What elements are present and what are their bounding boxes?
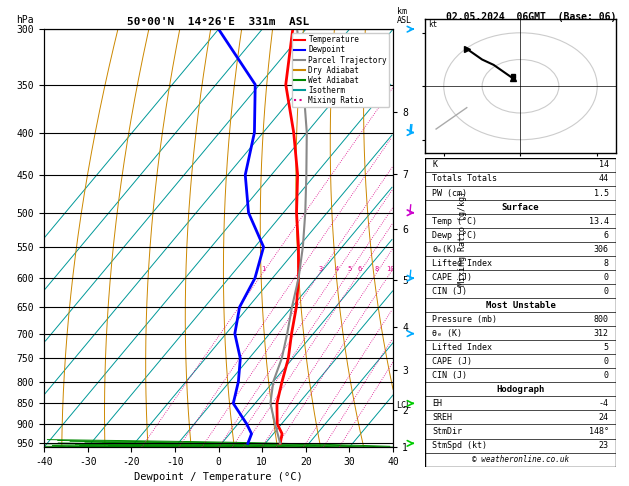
Text: CAPE (J): CAPE (J) xyxy=(432,273,472,282)
Text: Temp (°C): Temp (°C) xyxy=(432,217,477,226)
Text: Most Unstable: Most Unstable xyxy=(486,301,555,310)
Text: 1: 1 xyxy=(261,266,265,272)
Text: StmSpd (kt): StmSpd (kt) xyxy=(432,441,487,450)
Text: CAPE (J): CAPE (J) xyxy=(432,357,472,366)
Text: 800: 800 xyxy=(594,315,609,324)
Text: Lifted Index: Lifted Index xyxy=(432,343,493,352)
Text: 44: 44 xyxy=(599,174,609,184)
Text: 148°: 148° xyxy=(589,427,609,436)
Text: SREH: SREH xyxy=(432,413,452,422)
Text: 24: 24 xyxy=(599,413,609,422)
Text: LCL: LCL xyxy=(397,401,411,410)
Text: Dewp (°C): Dewp (°C) xyxy=(432,230,477,240)
Text: EH: EH xyxy=(432,399,442,408)
Text: 02.05.2024  06GMT  (Base: 06): 02.05.2024 06GMT (Base: 06) xyxy=(447,12,616,22)
Text: θₑ(K): θₑ(K) xyxy=(432,244,457,254)
Text: © weatheronline.co.uk: © weatheronline.co.uk xyxy=(472,455,569,464)
Text: 0: 0 xyxy=(604,357,609,366)
Text: 5: 5 xyxy=(604,343,609,352)
Text: 23: 23 xyxy=(599,441,609,450)
Text: 0: 0 xyxy=(604,287,609,295)
Text: Pressure (mb): Pressure (mb) xyxy=(432,315,498,324)
Title: 50°00'N  14°26'E  331m  ASL: 50°00'N 14°26'E 331m ASL xyxy=(128,17,309,27)
Text: 3: 3 xyxy=(318,266,323,272)
Text: kt: kt xyxy=(428,20,438,30)
Text: 306: 306 xyxy=(594,244,609,254)
Text: 8: 8 xyxy=(375,266,379,272)
X-axis label: Dewpoint / Temperature (°C): Dewpoint / Temperature (°C) xyxy=(134,472,303,483)
Text: K: K xyxy=(432,160,437,170)
Text: 4: 4 xyxy=(334,266,338,272)
Text: 0: 0 xyxy=(604,371,609,380)
Text: 10: 10 xyxy=(387,266,395,272)
Text: 13.4: 13.4 xyxy=(589,217,609,226)
Text: hPa: hPa xyxy=(16,15,34,25)
Text: 312: 312 xyxy=(594,329,609,338)
Text: θₑ (K): θₑ (K) xyxy=(432,329,462,338)
Text: Mixing Ratio (g/kg): Mixing Ratio (g/kg) xyxy=(459,191,467,286)
Text: 5: 5 xyxy=(347,266,352,272)
Text: CIN (J): CIN (J) xyxy=(432,287,467,295)
Text: 6: 6 xyxy=(358,266,362,272)
Text: StmDir: StmDir xyxy=(432,427,462,436)
Text: Lifted Index: Lifted Index xyxy=(432,259,493,268)
Text: 2: 2 xyxy=(296,266,301,272)
Text: CIN (J): CIN (J) xyxy=(432,371,467,380)
Text: 6: 6 xyxy=(604,230,609,240)
Text: -4: -4 xyxy=(599,399,609,408)
Text: Totals Totals: Totals Totals xyxy=(432,174,498,184)
Text: 14: 14 xyxy=(599,160,609,170)
Text: Surface: Surface xyxy=(502,203,539,211)
Text: km
ASL: km ASL xyxy=(397,7,411,25)
Text: PW (cm): PW (cm) xyxy=(432,189,467,197)
Legend: Temperature, Dewpoint, Parcel Trajectory, Dry Adiabat, Wet Adiabat, Isotherm, Mi: Temperature, Dewpoint, Parcel Trajectory… xyxy=(292,33,389,107)
Text: 0: 0 xyxy=(604,273,609,282)
Text: Hodograph: Hodograph xyxy=(496,385,545,394)
Text: 8: 8 xyxy=(604,259,609,268)
Text: 1.5: 1.5 xyxy=(594,189,609,197)
